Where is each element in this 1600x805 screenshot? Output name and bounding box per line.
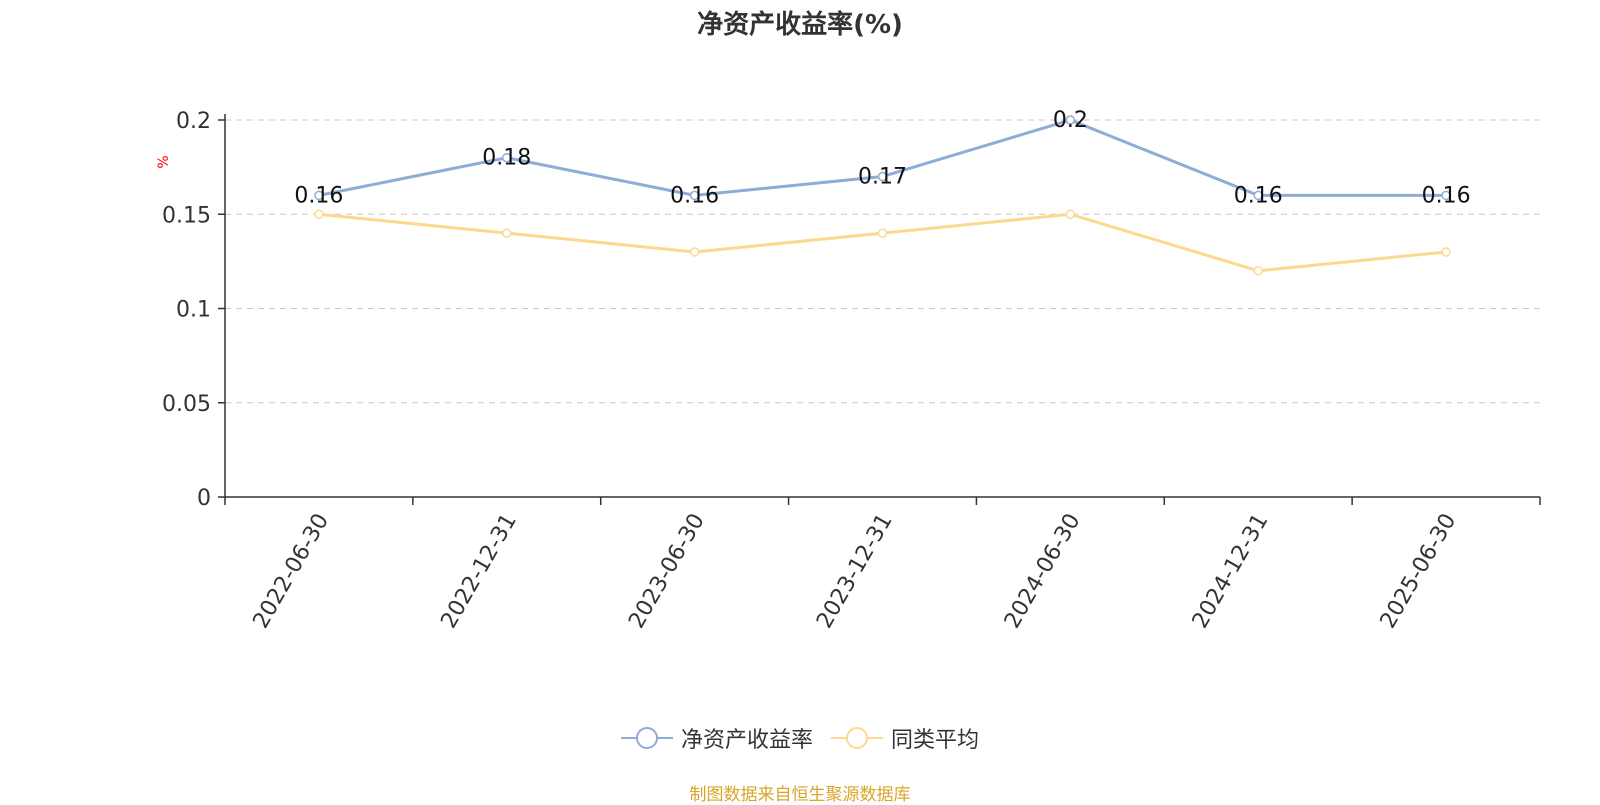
x-tick-label: 2022-12-31 — [436, 510, 522, 633]
series-2-point[interactable] — [689, 247, 700, 257]
series-1-point[interactable] — [689, 190, 700, 201]
y-tick-label: 0.05 — [162, 392, 211, 417]
chart-title: 净资产收益率(%) — [697, 10, 903, 40]
legend-label-peer-average: 同类平均 — [891, 728, 980, 753]
y-tick-label: 0 — [197, 486, 211, 511]
series-2-point[interactable] — [1441, 247, 1451, 257]
x-tick-label: 2024-12-31 — [1188, 510, 1274, 633]
series-2-point[interactable] — [877, 228, 888, 238]
y-tick-label: 0.1 — [176, 298, 211, 323]
series-1-point[interactable] — [1441, 190, 1451, 201]
series-1-point[interactable] — [877, 171, 888, 182]
series — [314, 115, 1451, 276]
series-2-point[interactable] — [1065, 209, 1076, 219]
data-label: 0.18 — [482, 146, 531, 171]
series-1-point[interactable] — [1065, 115, 1076, 125]
series-line-2 — [318, 212, 1447, 273]
legend: 净资产收益率 同类平均 — [0, 722, 1600, 754]
y-tick-label: 0.15 — [162, 203, 211, 228]
x-tick-label: 2023-06-30 — [624, 510, 710, 633]
legend-item-peer-average[interactable]: 同类平均 — [831, 722, 979, 754]
y-tick-label: 0.2 — [176, 109, 211, 134]
legend-line-circle-icon — [620, 727, 673, 749]
series-2-point[interactable] — [314, 209, 324, 219]
legend-item-roe[interactable]: 净资产收益率 — [620, 722, 813, 754]
data-label: 0.17 — [858, 165, 907, 190]
legend-line-circle-icon — [831, 727, 883, 749]
legend-label-roe: 净资产收益率 — [680, 728, 813, 753]
data-label: 0.16 — [670, 183, 719, 208]
source-note: 制图数据来自恒生聚源数据库 — [689, 785, 911, 805]
series-2-point[interactable] — [1253, 266, 1263, 276]
series-2-point[interactable] — [502, 228, 512, 238]
series-1-point[interactable] — [314, 190, 324, 201]
x-tick-label: 2022-06-30 — [249, 510, 335, 633]
data-label: 0.2 — [1053, 108, 1088, 133]
series-1-point[interactable] — [502, 152, 512, 163]
data-labels: 0.16 0.18 0.16 0.17 0.2 0.16 0.16 — [294, 108, 1470, 208]
data-label: 0.16 — [294, 183, 343, 208]
y-axis-unit-label: % — [156, 155, 172, 168]
x-tick-label: 2023-12-31 — [812, 510, 898, 633]
x-tick-label: 2024-06-30 — [1000, 510, 1086, 633]
data-label: 0.16 — [1422, 183, 1471, 208]
x-tick-label: 2025-06-30 — [1376, 510, 1462, 633]
data-label: 0.16 — [1234, 183, 1283, 208]
series-1-point[interactable] — [1253, 190, 1263, 201]
